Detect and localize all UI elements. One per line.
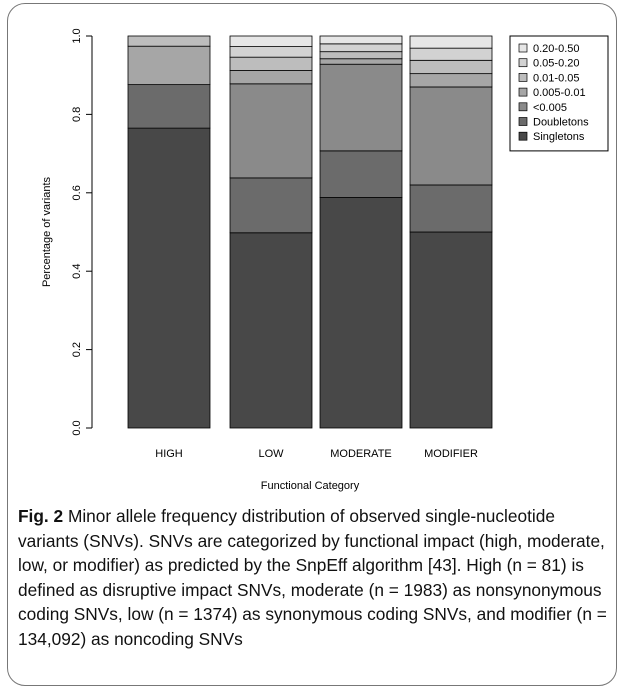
bar-segment xyxy=(319,150,403,198)
legend-label: Singletons xyxy=(533,131,585,143)
bar-segment xyxy=(229,177,313,234)
bar-segment xyxy=(409,47,493,61)
bar-segment xyxy=(319,63,403,152)
stacked-bar-chart: 0.0 0.2 0.4 0.6 0.8 1.0 Percentage of variants… xyxy=(41,28,609,492)
legend-label: 0.20-0.50 xyxy=(533,43,579,55)
bar-segment xyxy=(127,84,211,129)
bar-segment xyxy=(319,35,403,45)
legend-box xyxy=(509,35,609,152)
legend-swatch xyxy=(518,131,528,141)
bar-segment xyxy=(409,35,493,49)
x-axis-label: Functional Category xyxy=(261,480,360,492)
bar-segment xyxy=(229,56,313,71)
bar-segment xyxy=(409,73,493,88)
bar-segment xyxy=(409,59,493,75)
bar-segment xyxy=(127,45,211,86)
bar-segment xyxy=(319,43,403,53)
bar-segment xyxy=(127,127,211,429)
legend-label: 0.01-0.05 xyxy=(533,72,579,84)
x-tick-label: LOW xyxy=(258,448,284,460)
x-tick-label: HIGH xyxy=(155,448,183,460)
legend-label: 0.05-0.20 xyxy=(533,58,579,70)
bar-segment xyxy=(229,83,313,179)
y-tick-label: 0.4 xyxy=(71,264,83,279)
x-tick-label: MODIFIER xyxy=(424,448,478,460)
legend-label: Doubletons xyxy=(533,117,589,129)
bar-segment xyxy=(409,231,493,429)
figure-label: Fig. 2 xyxy=(18,506,64,526)
bar-segment xyxy=(229,35,313,47)
bar-segment xyxy=(319,197,403,429)
bar-segment xyxy=(409,184,493,233)
x-tick-label: MODERATE xyxy=(330,448,392,460)
y-tick-label: 0.6 xyxy=(71,185,83,200)
bar-segment xyxy=(229,70,313,85)
figure-frame: 0.0 0.2 0.4 0.6 0.8 1.0 Percentage of variants… xyxy=(7,3,617,686)
y-axis-label: Percentage of variants xyxy=(41,176,53,287)
legend-swatch xyxy=(518,43,528,53)
bar-segment xyxy=(409,86,493,186)
figure-caption: Fig. 2 Minor allele frequency distributi… xyxy=(18,504,610,651)
legend-swatch xyxy=(518,102,528,112)
caption-text: Minor allele frequency distribution of o… xyxy=(18,506,607,649)
y-tick-label: 1.0 xyxy=(71,28,83,43)
legend-swatch xyxy=(518,73,528,82)
y-tick-label: 0.0 xyxy=(71,420,83,435)
bar-segment xyxy=(229,232,313,429)
legend-swatch xyxy=(518,117,528,126)
bar-segment xyxy=(319,58,403,65)
legend-label: 0.005-0.01 xyxy=(533,87,586,99)
bar-segment xyxy=(127,35,211,47)
y-tick-label: 0.2 xyxy=(71,342,83,357)
legend-swatch xyxy=(518,87,528,97)
legend-swatch xyxy=(518,58,528,68)
bar-segment xyxy=(319,51,403,60)
bar-segment xyxy=(229,46,313,58)
y-tick-label: 0.8 xyxy=(71,107,83,122)
legend-label: <0.005 xyxy=(533,102,567,114)
